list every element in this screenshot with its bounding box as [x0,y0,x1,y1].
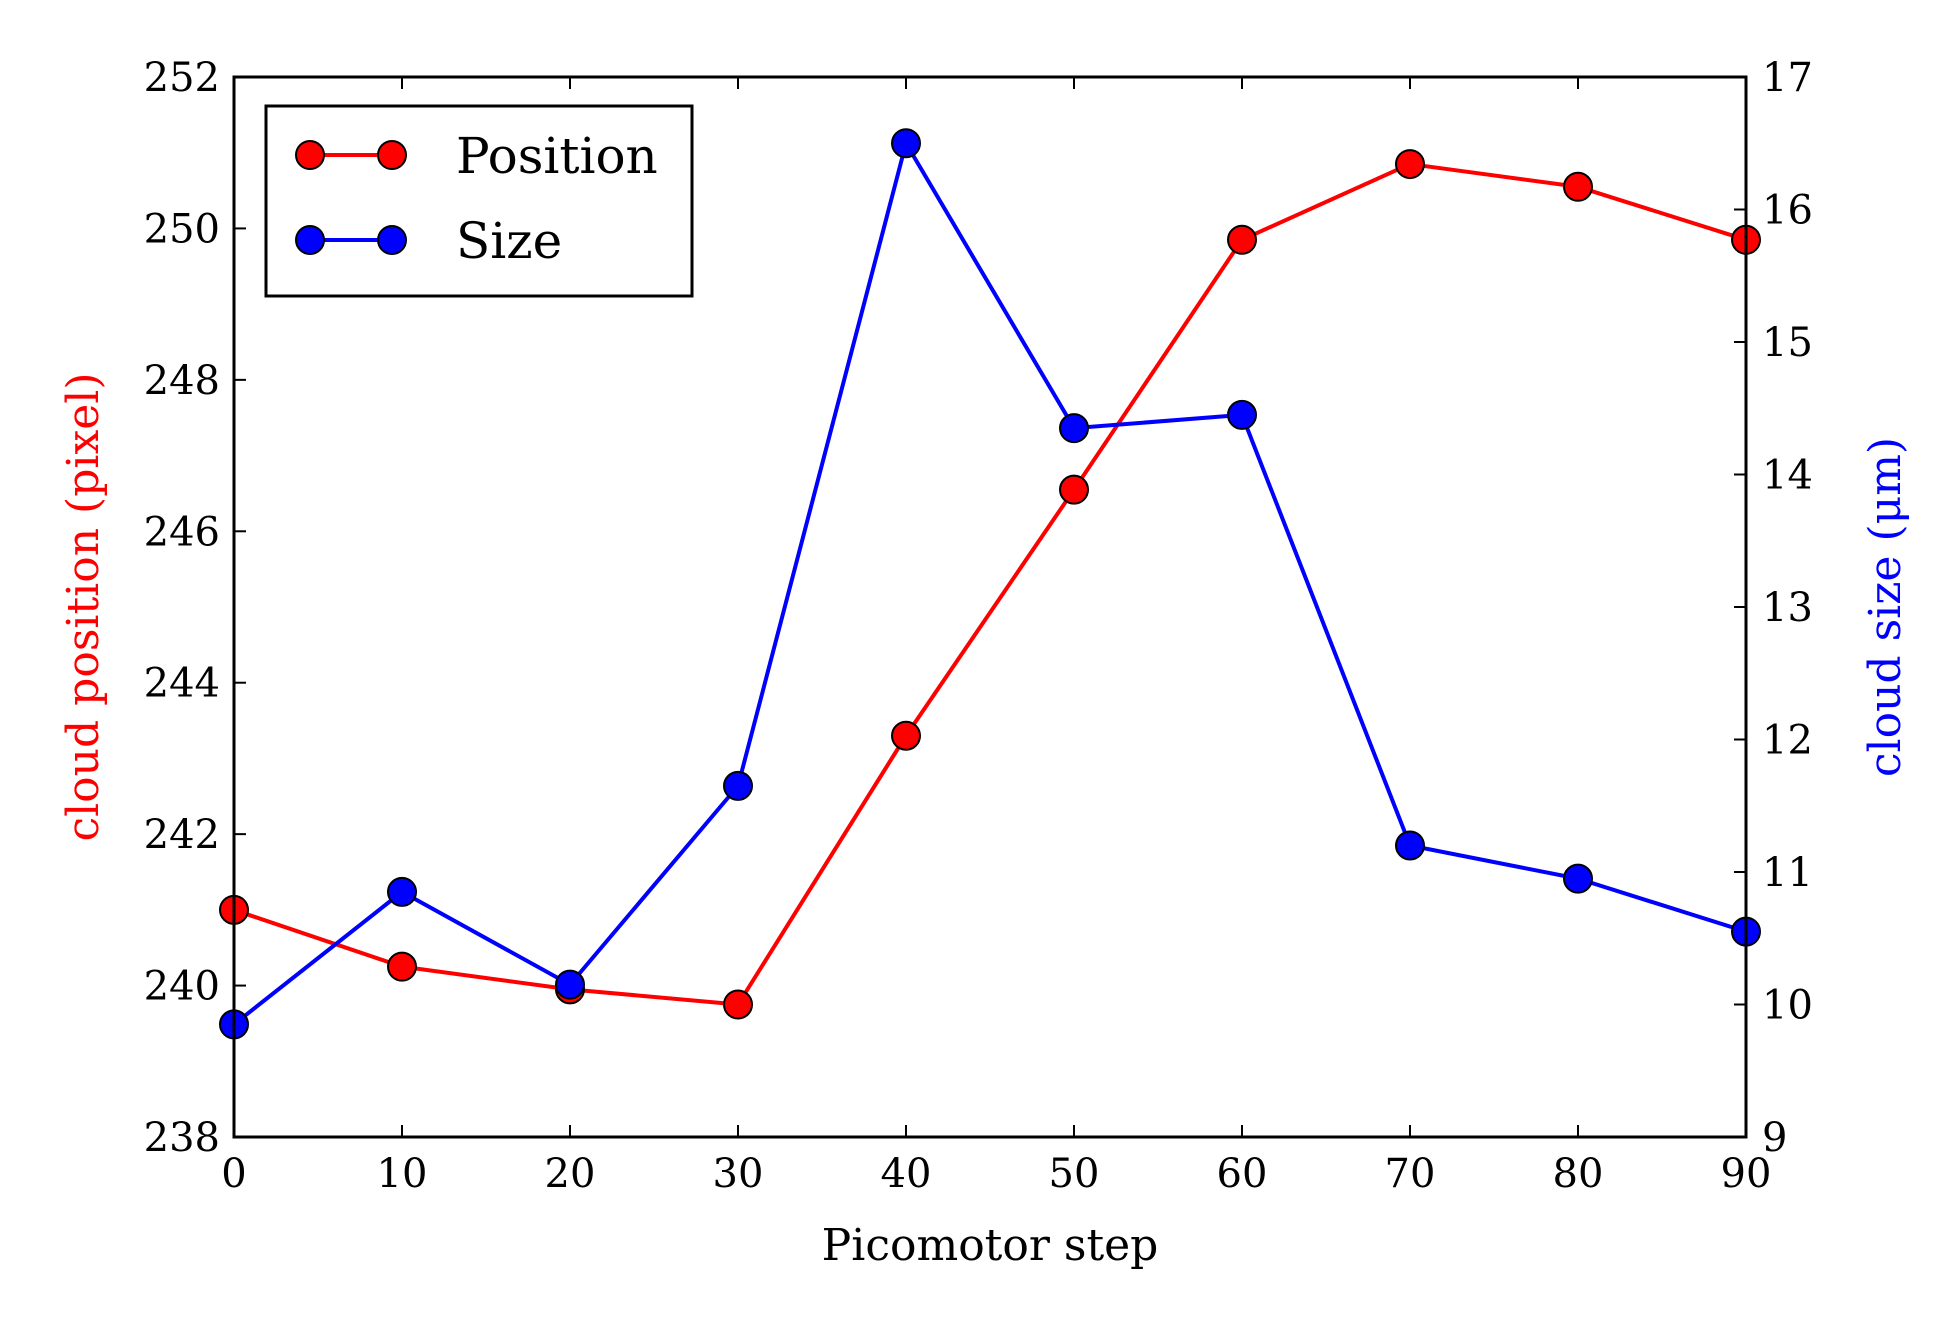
y-left-tick-label: 250 [144,206,220,252]
y-left-tick-label: 240 [144,964,220,1010]
legend: Position Size [264,104,694,298]
position-data-point [1395,149,1425,180]
y-left-tick-label: 242 [144,812,220,858]
x-axis-title: Picomotor step [822,1220,1159,1271]
x-tick-label: 0 [221,1151,246,1197]
position-data-point [891,720,921,751]
legend-marker-size [377,225,407,255]
y-right-tick-label: 11 [1762,850,1813,896]
y-left-tick-label: 248 [144,358,220,404]
x-tick-label: 50 [1049,1151,1100,1197]
size-data-point [723,770,753,801]
legend-label-size: Size [456,212,562,270]
y-right-tick-label: 16 [1762,188,1813,234]
position-data-point [723,989,753,1020]
y-right-tick-label: 13 [1762,585,1813,631]
legend-marker-position [377,140,407,170]
legend-box [264,104,694,298]
y-right-tick-label: 17 [1762,55,1813,101]
position-data-point [1563,171,1593,202]
size-data-point [1395,830,1425,861]
size-data-point [891,128,921,159]
y-right-tick-label: 9 [1762,1115,1787,1161]
y-right-tick-label: 15 [1762,320,1813,366]
x-tick-label: 80 [1553,1151,1604,1197]
x-tick-label: 20 [545,1151,596,1197]
y-right-tick-label: 12 [1762,718,1813,764]
y-left-tick-label: 246 [144,509,220,555]
x-tick-label: 70 [1385,1151,1436,1197]
y-axis-right-title: cloud size (μm) [1860,437,1911,777]
y-left-tick-label: 252 [144,55,220,101]
size-series-line [232,141,1747,1026]
y-left-tick-label: 244 [144,661,220,707]
x-tick-label: 60 [1217,1151,1268,1197]
plot-frame [232,75,1748,1139]
position-data-point [387,951,417,982]
position-data-point [1059,474,1089,505]
position-data-point [1227,224,1257,255]
position-series-line [233,162,1747,1007]
y-right-tick-label: 14 [1762,453,1813,499]
y-right-tick-label: 10 [1762,983,1813,1029]
x-tick-label: 30 [713,1151,764,1197]
size-data-point [1227,399,1257,430]
y-axis-left-title: cloud position (pixel) [58,372,109,841]
x-tick-label: 10 [377,1151,428,1197]
size-data-point [387,876,417,907]
size-data-point [1563,863,1593,894]
legend-marker-size [295,225,325,255]
x-tick-label: 40 [881,1151,932,1197]
size-data-point [555,969,585,1000]
axis-ticks: 0 10 20 30 40 50 60 70 80 90 238 240 242 244 246 248 250… [144,55,1813,1197]
x-tick-label: 90 [1721,1151,1772,1197]
legend-label-position: Position [456,127,658,185]
y-left-tick-label: 238 [144,1115,220,1161]
size-data-point [1059,413,1089,444]
legend-marker-position [295,140,325,170]
